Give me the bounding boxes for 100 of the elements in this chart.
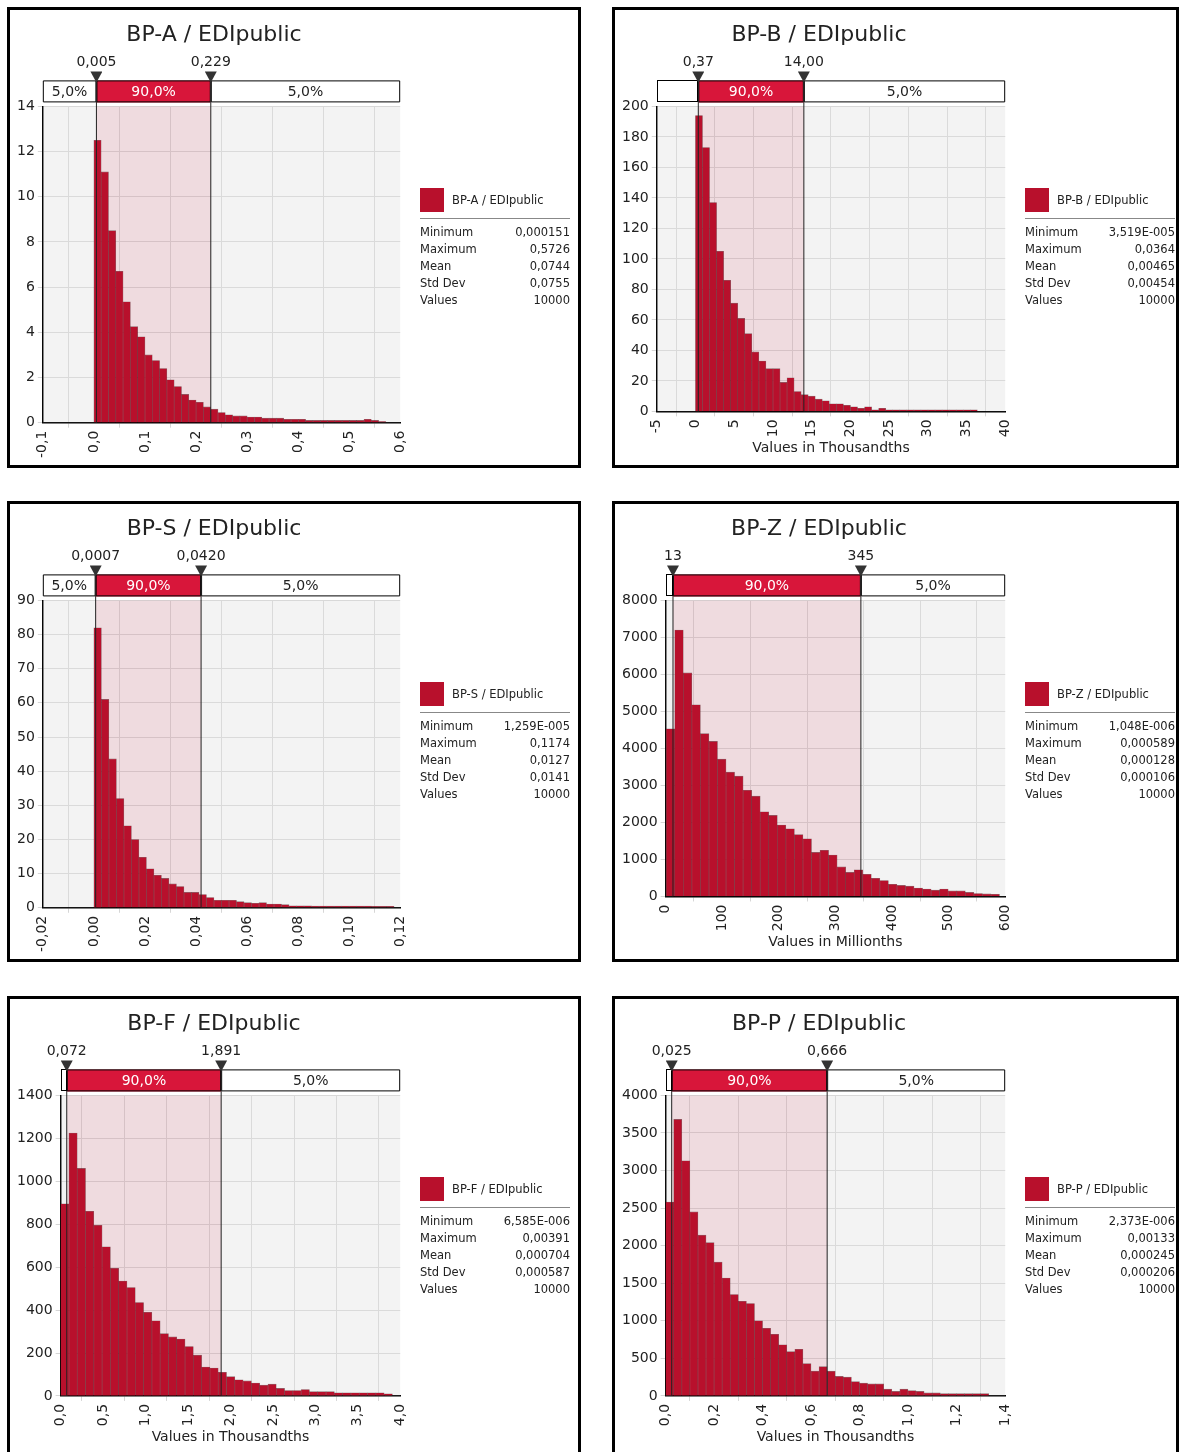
text: Std Dev [420, 770, 467, 784]
y-tick-label: 10 [16, 864, 35, 881]
x-tick-label: 0,6 [801, 1403, 818, 1427]
y-tick-label: 90 [16, 591, 35, 608]
text: Mean [1025, 1248, 1058, 1262]
x-tick-label: 25 [879, 419, 896, 438]
chart-title: BP-B / EDIpublic [731, 20, 907, 46]
text: 0,00133 [1126, 1231, 1175, 1245]
text: 0,00454 [1126, 276, 1175, 290]
text: 0,0744 [528, 259, 570, 273]
text: Values [420, 293, 459, 307]
text: 3,519E-005 [1107, 225, 1175, 239]
ref-line-label: 0,0420 [176, 547, 226, 564]
ref-line-label: 13 [664, 547, 682, 564]
y-tick-label: 200 [25, 1343, 53, 1360]
x-axis-title: Values in Millionths [768, 933, 903, 950]
y-tick-label: 4000 [621, 739, 658, 756]
text: Minimum [1025, 719, 1080, 733]
y-tick-label: 50 [16, 727, 35, 744]
y-tick-label: 600 [25, 1257, 53, 1274]
ref-line-label: 0,005 [76, 53, 117, 70]
y-tick-label: 500 [630, 1349, 658, 1366]
text: 0,000106 [1119, 770, 1175, 784]
text: Values [420, 787, 459, 801]
x-tick-label: 100 [712, 904, 729, 932]
band-label: 90,0% [126, 577, 171, 594]
y-tick-label: 1400 [16, 1086, 53, 1103]
y-tick-label: 20 [16, 830, 35, 847]
legend-label: BP-Z / EDIpublic [1057, 687, 1149, 701]
x-tick-label: 0,5 [93, 1403, 110, 1427]
x-tick-label: -0,02 [33, 915, 50, 953]
text: 0,0141 [528, 770, 570, 784]
text: Minimum [1025, 225, 1080, 239]
x-tick-label: 0,12 [390, 915, 407, 947]
ref-line-label: 0,072 [46, 1042, 87, 1059]
chart-title: BP-F / EDIpublic [127, 1009, 301, 1035]
x-tick-label: 2,5 [263, 1403, 280, 1427]
text: 1,259E-005 [502, 719, 570, 733]
y-tick-label: 0 [648, 1386, 658, 1403]
y-tick-label: 400 [25, 1300, 53, 1317]
y-tick-label: 2000 [621, 813, 658, 830]
text: 0,00391 [521, 1231, 570, 1245]
x-tick-label: 0,2 [704, 1403, 721, 1427]
band-label: 5,0% [282, 577, 319, 594]
text: 10000 [532, 1282, 570, 1296]
band-label: 5,0% [886, 83, 923, 100]
text: Mean [420, 753, 453, 767]
text: Values [1025, 1282, 1064, 1296]
legend-label: BP-B / EDIpublic [1057, 193, 1149, 207]
x-tick-label: 0,10 [339, 915, 356, 947]
y-tick-label: 40 [16, 761, 35, 778]
x-tick-label: 3,5 [348, 1403, 365, 1427]
x-tick-label: 0,0 [84, 430, 101, 453]
text: 10000 [1137, 787, 1175, 801]
x-tick-label: 0,6 [390, 430, 407, 453]
x-tick-label: 35 [957, 419, 974, 438]
y-tick-label: 200 [621, 97, 649, 114]
text: Std Dev [1025, 770, 1072, 784]
text: 0,1174 [528, 736, 570, 750]
text: 10000 [1137, 293, 1175, 307]
text: 0,5726 [528, 242, 570, 256]
ref-line-label: 14,00 [783, 53, 824, 70]
y-tick-label: 0 [648, 887, 658, 904]
x-tick-label: 20 [840, 419, 857, 438]
y-tick-label: 3000 [621, 1161, 658, 1178]
y-tick-label: 80 [630, 280, 649, 297]
text: 0,000245 [1119, 1248, 1175, 1262]
band-label: 5,0% [51, 83, 88, 100]
x-axis-title: Values in Thousandths [151, 1428, 310, 1445]
text: Minimum [1025, 1214, 1080, 1228]
y-tick-label: 2000 [621, 1236, 658, 1253]
text: Mean [420, 259, 453, 273]
band-label: 5,0% [292, 1072, 329, 1089]
x-tick-label: 5 [724, 419, 741, 429]
band-label: 5,0% [915, 577, 951, 594]
band-label: 90,0% [728, 83, 774, 100]
y-tick-label: 30 [16, 795, 35, 812]
x-tick-label: 0,06 [237, 915, 254, 947]
ref-line-label: 0,37 [682, 53, 714, 70]
text: 0,00465 [1126, 259, 1175, 273]
x-tick-label: 1,0 [898, 1403, 915, 1427]
y-tick-label: 160 [621, 158, 649, 175]
y-tick-label: 120 [621, 219, 649, 236]
x-tick-label: 3,0 [305, 1403, 322, 1427]
chart-title: BP-P / EDIpublic [731, 1009, 907, 1035]
text: Maximum [1025, 242, 1083, 256]
y-tick-label: 1200 [16, 1128, 53, 1145]
x-tick-label: -0,1 [33, 430, 50, 459]
x-tick-label: 1,0 [136, 1403, 153, 1427]
text: Minimum [420, 1214, 475, 1228]
y-tick-label: 6 [25, 277, 35, 294]
x-tick-label: 0,02 [135, 915, 152, 947]
x-tick-label: 0,0 [51, 1403, 68, 1427]
x-tick-label: 0,3 [237, 430, 254, 453]
x-tick-label: 0,8 [850, 1403, 867, 1427]
y-tick-label: 60 [630, 310, 649, 327]
y-tick-label: 14 [16, 97, 35, 114]
y-tick-label: 1000 [621, 850, 658, 867]
x-tick-label: 200 [769, 904, 786, 932]
text: Std Dev [420, 1265, 467, 1279]
